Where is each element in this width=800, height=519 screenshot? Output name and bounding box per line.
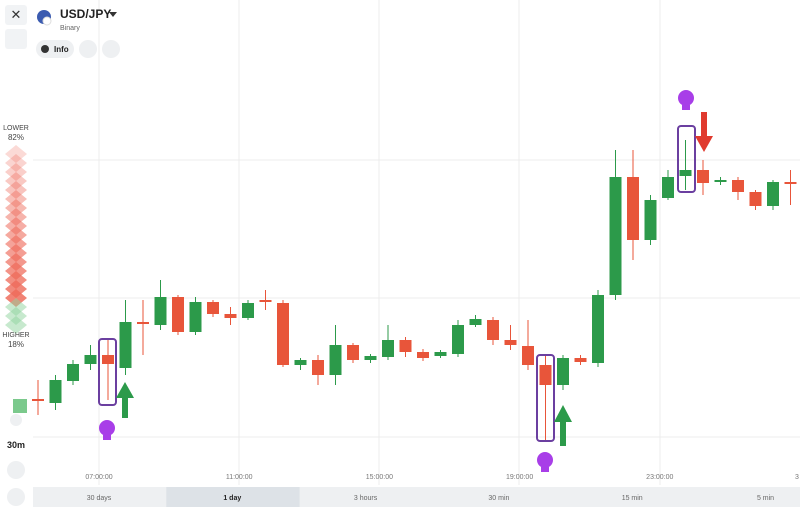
candle-body bbox=[784, 182, 797, 184]
x-tick-label: 07:00:00 bbox=[85, 474, 112, 481]
candle-body bbox=[522, 346, 534, 365]
candle-body bbox=[644, 200, 657, 240]
candle-body bbox=[32, 399, 44, 401]
candle-body bbox=[487, 320, 499, 340]
candle-body bbox=[49, 380, 62, 403]
tab[interactable]: 1 day bbox=[223, 495, 241, 502]
candle-body bbox=[137, 322, 149, 324]
diamond bbox=[5, 163, 27, 181]
candle-body bbox=[382, 340, 394, 357]
candle-body bbox=[172, 297, 184, 332]
candle-body bbox=[364, 356, 377, 360]
info-button[interactable] bbox=[36, 40, 74, 58]
candle-body bbox=[469, 319, 482, 325]
tabs: 30 days 1 day 3 hours 30 min 15 min 5 min bbox=[87, 487, 774, 507]
dropdown bbox=[109, 12, 117, 17]
candle-body bbox=[207, 302, 219, 314]
candle-body bbox=[679, 170, 692, 176]
tab-bar bbox=[33, 487, 800, 507]
candle-body bbox=[277, 303, 289, 365]
candle-body bbox=[259, 300, 272, 302]
higher-label: HIGHER bbox=[2, 332, 29, 339]
x-tick-label: 3 A bbox=[795, 474, 800, 481]
candle-body bbox=[242, 303, 254, 318]
candle-body bbox=[767, 182, 779, 206]
down-arrow bbox=[695, 112, 713, 152]
candle-body bbox=[399, 340, 412, 352]
symbol[interactable]: USD/JPY bbox=[60, 7, 111, 21]
draw-button[interactable] bbox=[7, 461, 25, 479]
candle-body bbox=[67, 364, 79, 381]
candle-body bbox=[662, 177, 674, 198]
candle-body bbox=[574, 358, 587, 362]
candle-body bbox=[154, 297, 167, 325]
info-label: Info bbox=[54, 45, 69, 54]
volume-icon[interactable] bbox=[13, 399, 27, 413]
tab[interactable]: 30 days bbox=[87, 495, 112, 502]
x-tick-label: 23:00:00 bbox=[646, 474, 673, 481]
candle-body bbox=[697, 170, 709, 183]
candle-body bbox=[417, 352, 429, 358]
candle-body bbox=[609, 177, 622, 295]
candle-body bbox=[539, 365, 552, 385]
diamond bbox=[5, 181, 27, 199]
candle-body bbox=[452, 325, 464, 354]
bell-button[interactable] bbox=[79, 40, 97, 58]
tab[interactable]: 15 min bbox=[622, 495, 643, 502]
candle-body bbox=[732, 180, 744, 192]
collapse-button[interactable] bbox=[5, 29, 27, 49]
diamond bbox=[5, 145, 27, 163]
highlights bbox=[98, 125, 696, 442]
candle-body bbox=[557, 358, 569, 385]
candle-body bbox=[224, 314, 237, 318]
x-tick-label: 11:00:00 bbox=[226, 474, 253, 481]
lower-label: LOWER bbox=[3, 125, 29, 132]
chart-type-button[interactable] bbox=[7, 488, 25, 506]
candle-body bbox=[102, 355, 114, 364]
timeframe[interactable]: 30m bbox=[7, 440, 25, 450]
tab[interactable]: 30 min bbox=[488, 495, 509, 502]
candle-body bbox=[504, 340, 517, 345]
close-icon: ✕ bbox=[11, 7, 22, 22]
x-axis: 07:00:00 11:00:00 15:00:00 19:00:00 23:00:00… bbox=[85, 474, 800, 481]
diamond bbox=[5, 154, 27, 172]
candle-body bbox=[119, 322, 132, 368]
candle-body bbox=[749, 192, 762, 206]
candle-body bbox=[347, 345, 359, 360]
candles bbox=[32, 140, 797, 440]
candle-body bbox=[312, 360, 324, 375]
up-arrows bbox=[116, 382, 572, 446]
higher-value: 18% bbox=[8, 340, 24, 349]
lower-value: 82% bbox=[8, 133, 24, 142]
tab[interactable]: 3 hours bbox=[354, 495, 378, 502]
indicator-button[interactable] bbox=[10, 414, 22, 426]
candle-body bbox=[329, 345, 342, 375]
candle-body bbox=[627, 177, 639, 240]
diamond bbox=[5, 172, 27, 190]
tab[interactable]: 5 min bbox=[757, 495, 774, 502]
close-button[interactable] bbox=[5, 5, 27, 25]
bulbs bbox=[99, 90, 694, 472]
candle-body bbox=[714, 180, 727, 182]
candle-body bbox=[84, 355, 97, 364]
candle-body bbox=[189, 302, 202, 332]
sentiment-bar bbox=[5, 145, 27, 334]
tab-selected[interactable] bbox=[166, 487, 300, 507]
candle-body bbox=[434, 352, 447, 356]
flag-jp bbox=[42, 16, 52, 26]
diamond bbox=[5, 190, 27, 208]
star-button[interactable] bbox=[102, 40, 120, 58]
x-tick-label: 19:00:00 bbox=[506, 474, 533, 481]
candle-body bbox=[592, 295, 604, 363]
candle-body bbox=[294, 360, 307, 365]
subtitle: Binary bbox=[60, 25, 80, 32]
x-tick-label: 15:00:00 bbox=[366, 474, 393, 481]
info-icon bbox=[41, 45, 49, 53]
diamond bbox=[5, 316, 27, 334]
